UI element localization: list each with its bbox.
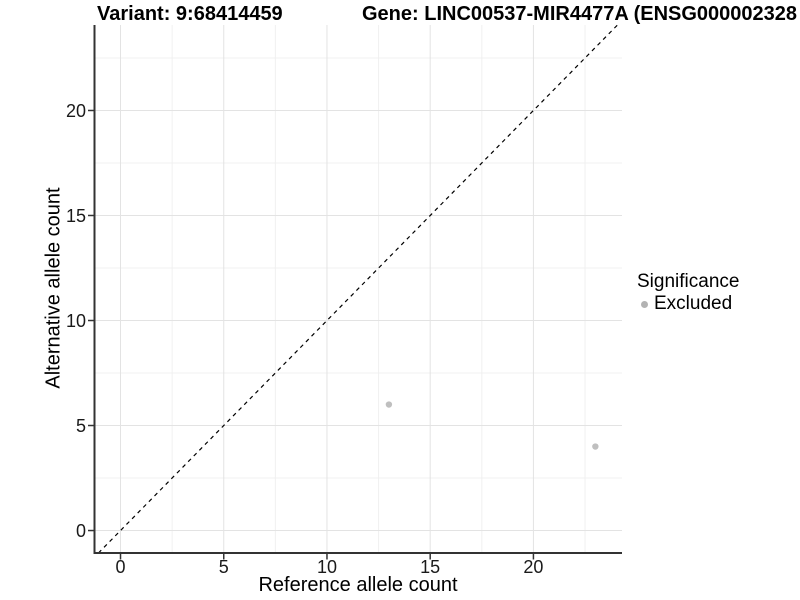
y-tick-label: 15 <box>66 206 86 226</box>
x-tick-label: 10 <box>317 557 337 577</box>
data-point <box>385 401 393 408</box>
identity-dashed-line <box>97 24 618 554</box>
legend-item-excluded: Excluded <box>637 294 739 314</box>
y-tick-label: 0 <box>76 521 86 541</box>
x-tick-label: 5 <box>219 557 229 577</box>
x-tick-label: 20 <box>523 557 543 577</box>
legend: Significance Excluded <box>637 271 739 314</box>
excluded-point-icon <box>641 300 648 308</box>
y-tick-label: 10 <box>66 311 86 331</box>
plot-title-gene: Gene: LINC00537-MIR4477A (ENSG000002328 <box>362 3 798 25</box>
y-tick-label: 20 <box>66 101 86 121</box>
x-tick-label: 15 <box>420 557 440 577</box>
x-tick-label: 0 <box>116 557 126 577</box>
x-axis-label: Reference allele count <box>258 574 458 596</box>
data-point <box>592 443 599 450</box>
y-axis-label: Alternative allele count <box>42 187 65 389</box>
legend-title: Significance <box>637 271 740 292</box>
y-tick-label: 5 <box>76 416 86 436</box>
legend-item-label: Excluded <box>654 293 733 314</box>
plot-title-variant: Variant: 9:68414459 <box>97 3 283 25</box>
